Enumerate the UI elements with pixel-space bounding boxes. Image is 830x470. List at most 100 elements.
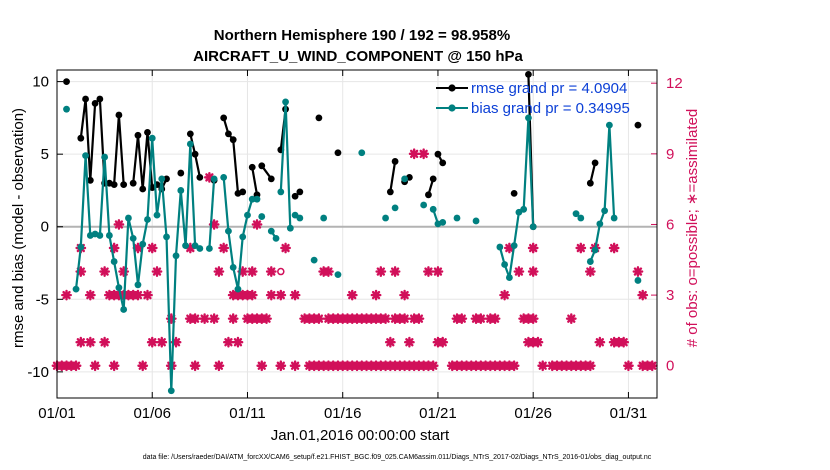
- legend-rmse-label: rmse grand pr = 4.0904: [471, 80, 627, 97]
- obs-assimilated-marker: [418, 148, 430, 160]
- series-bias-point: [210, 175, 218, 183]
- obs-assimilated-stroke: [400, 290, 409, 300]
- obs-assimilated-marker: [246, 289, 258, 301]
- obs-assimilated-stroke: [405, 338, 414, 347]
- series-bias-point: [296, 214, 304, 222]
- series-rmse-point: [120, 181, 128, 189]
- obs-assimilated-marker: [265, 289, 277, 301]
- series-rmse-point: [139, 185, 147, 193]
- obs-assimilated-marker: [380, 313, 391, 325]
- series-bias-point: [401, 175, 409, 183]
- obs-assimilated-marker: [408, 148, 420, 160]
- obs-assimilated-marker: [513, 266, 525, 277]
- obs-assimilated-stroke: [90, 361, 100, 370]
- series-bias-point: [172, 252, 180, 260]
- obs-assimilated-marker: [508, 360, 520, 372]
- series-bias-point: [148, 134, 156, 142]
- obs-assimilated-marker: [584, 360, 596, 372]
- series-rmse-line: [589, 162, 597, 184]
- series-bias-line: [208, 178, 216, 249]
- series-bias-point: [572, 210, 580, 218]
- obs-assimilated-marker: [423, 266, 434, 277]
- obs-assimilated-stroke: [438, 338, 447, 347]
- series-bias-point: [310, 256, 318, 264]
- obs-assimilated-stroke: [529, 314, 538, 323]
- obs-assimilated-marker: [84, 289, 96, 301]
- obs-assimilated-stroke: [152, 267, 162, 276]
- obs-assimilated-marker: [389, 266, 401, 277]
- obs-assimilated-stroke: [409, 149, 419, 158]
- series-rmse-point: [429, 175, 437, 183]
- series-bias-point: [186, 140, 194, 148]
- obs-assimilated-marker: [489, 313, 501, 325]
- obs-assimilated-stroke: [624, 361, 633, 370]
- obs-assimilated-marker: [637, 289, 649, 301]
- series-rmse-point: [425, 191, 432, 199]
- series-bias-point: [596, 220, 604, 228]
- series-bias-point: [220, 173, 228, 181]
- series-rmse-point: [334, 149, 342, 157]
- grid: [56, 70, 657, 398]
- obs-assimilated-marker: [246, 266, 258, 277]
- obs-assimilated-stroke: [205, 173, 214, 182]
- series-rmse-point: [177, 169, 185, 177]
- series-bias-point: [239, 233, 247, 241]
- obs-assimilated-marker: [199, 313, 211, 325]
- obs-assimilated-marker: [323, 266, 334, 277]
- y-tick-label-left: -10: [27, 364, 49, 381]
- obs-assimilated-stroke: [314, 314, 324, 323]
- obs-assimilated-marker: [399, 313, 411, 325]
- series-rmse-point: [63, 78, 70, 86]
- obs-assimilated-marker: [99, 336, 111, 348]
- obs-assimilated-stroke: [71, 361, 81, 370]
- obs-assimilated-marker: [223, 336, 234, 348]
- series-rmse-point: [144, 129, 151, 136]
- legend-bias-label: bias grand pr = 0.34995: [471, 100, 630, 117]
- series-bias-point: [429, 205, 437, 213]
- x-axis: 01/01 01/06 01/11 01/16 01/21 01/26 01/31: [38, 70, 647, 422]
- obs-assimilated-marker: [346, 289, 358, 301]
- series-bias-point: [510, 242, 518, 250]
- obs-assimilated-stroke: [148, 338, 157, 347]
- obs-assimilated-stroke: [419, 149, 428, 158]
- obs-assimilated-stroke: [190, 314, 200, 323]
- series-bias-point: [82, 152, 89, 160]
- series-bias-point: [105, 232, 113, 239]
- series-bias-point: [77, 243, 85, 251]
- series-bias-point: [63, 105, 70, 113]
- y-tick-label-left: 5: [41, 146, 49, 163]
- obs-assimilated-marker: [137, 360, 149, 372]
- series-bias-point: [205, 245, 213, 252]
- obs-assimilated-stroke: [509, 361, 519, 370]
- obs-assimilated-stroke: [86, 290, 95, 300]
- obs-assimilated-marker: [146, 336, 158, 348]
- x-tick-label: 01/11: [229, 405, 265, 422]
- obs-assimilated-stroke: [586, 361, 595, 370]
- obs-assimilated-stroke: [276, 361, 285, 370]
- series-bias-point: [153, 211, 161, 219]
- series-bias-point: [258, 213, 266, 220]
- obs-assimilated-marker: [89, 360, 101, 372]
- obs-assimilated-marker: [370, 289, 382, 301]
- obs-assimilated-marker: [584, 266, 596, 277]
- series-rmse-point: [586, 179, 594, 187]
- obs-assimilated-stroke: [348, 290, 357, 300]
- obs-assimilated-stroke: [248, 267, 257, 276]
- series-bias-point: [267, 227, 275, 235]
- obs-assimilated-stroke: [390, 267, 400, 276]
- series-rmse-point: [225, 130, 232, 138]
- series-rmse-point: [591, 159, 599, 167]
- series-bias-point: [196, 245, 204, 252]
- series-bias-point: [115, 284, 123, 292]
- obs-assimilated-marker: [108, 360, 120, 372]
- series-rmse-line: [222, 117, 240, 194]
- obs-assimilated-stroke: [381, 314, 390, 323]
- y-axis-label-right: # of obs: o=possible; ∗=assimilated: [684, 109, 701, 348]
- obs-assimilated-marker: [432, 266, 444, 277]
- series-bias-point: [72, 285, 80, 293]
- obs-assimilated-stroke: [157, 338, 166, 347]
- series-bias-point: [501, 261, 509, 268]
- obs-assimilated-stroke: [529, 243, 538, 253]
- obs-assimilated-marker: [632, 266, 644, 277]
